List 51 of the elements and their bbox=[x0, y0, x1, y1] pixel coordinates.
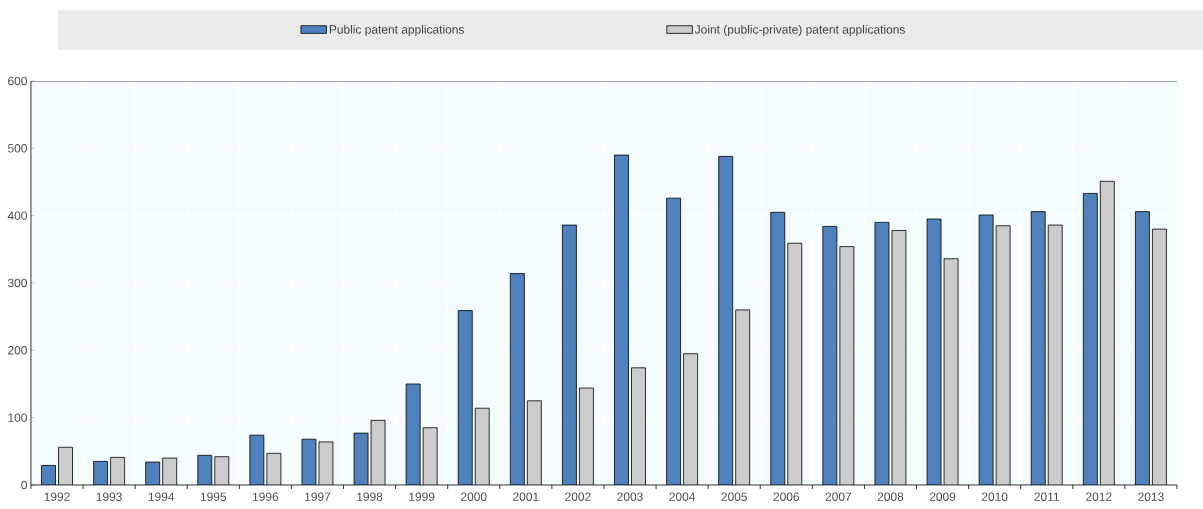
legend-label: Public patent applications bbox=[329, 24, 464, 37]
x-tick-label: 2008 bbox=[877, 492, 904, 501]
y-tick-label: 300 bbox=[7, 278, 27, 288]
x-tick-label: 2010 bbox=[981, 492, 1008, 501]
x-tick-label: 2011 bbox=[1034, 492, 1059, 501]
y-tick-label: 0 bbox=[21, 480, 27, 490]
x-tick-label: 2001 bbox=[513, 492, 539, 501]
bar bbox=[562, 225, 577, 485]
x-tick-label: 2000 bbox=[461, 492, 487, 501]
x-tick-label: 1992 bbox=[44, 492, 70, 501]
y-tick-label: 100 bbox=[8, 413, 27, 422]
x-tick-label: 2005 bbox=[721, 492, 747, 501]
y-tick-label: 400 bbox=[7, 211, 27, 220]
x-tick-label: 2003 bbox=[617, 492, 643, 501]
bar bbox=[510, 273, 525, 485]
bar bbox=[787, 243, 802, 485]
bar bbox=[1100, 181, 1115, 485]
x-tick-label: 2009 bbox=[929, 492, 956, 501]
x-tick-label: 2002 bbox=[565, 492, 591, 501]
bar bbox=[735, 309, 750, 485]
x-tick-label: 1995 bbox=[200, 492, 227, 501]
x-tick-label: 2007 bbox=[825, 492, 852, 501]
x-tick-label: 2013 bbox=[1138, 492, 1164, 501]
bar bbox=[458, 310, 473, 485]
x-tick-label: 2004 bbox=[669, 492, 696, 501]
x-tick-label: 1998 bbox=[357, 492, 383, 501]
x-tick-label: 1999 bbox=[409, 492, 435, 501]
bar bbox=[579, 388, 594, 485]
x-tick-label: 1997 bbox=[305, 492, 331, 501]
legend-label: Joint (public-private) patent applications bbox=[694, 24, 905, 37]
bar bbox=[614, 155, 629, 485]
bar bbox=[475, 408, 490, 485]
bar bbox=[718, 156, 733, 485]
bar bbox=[1083, 193, 1098, 485]
x-tick-label: 1994 bbox=[148, 492, 175, 501]
x-tick-label: 1996 bbox=[252, 492, 279, 501]
y-tick-label: 200 bbox=[8, 346, 27, 355]
x-tick-label: 2006 bbox=[773, 492, 800, 501]
bar bbox=[683, 353, 698, 485]
bar bbox=[1031, 211, 1046, 485]
y-tick-label: 600 bbox=[8, 76, 27, 86]
bar bbox=[527, 400, 542, 485]
bar bbox=[666, 198, 681, 485]
x-tick-label: 1993 bbox=[96, 492, 122, 501]
bar bbox=[770, 212, 785, 485]
bar bbox=[1135, 211, 1150, 485]
bar bbox=[631, 367, 646, 485]
x-tick-label: 2012 bbox=[1086, 492, 1112, 501]
bar bbox=[1152, 228, 1167, 485]
bar bbox=[1048, 225, 1063, 485]
y-tick-label: 500 bbox=[7, 144, 27, 153]
